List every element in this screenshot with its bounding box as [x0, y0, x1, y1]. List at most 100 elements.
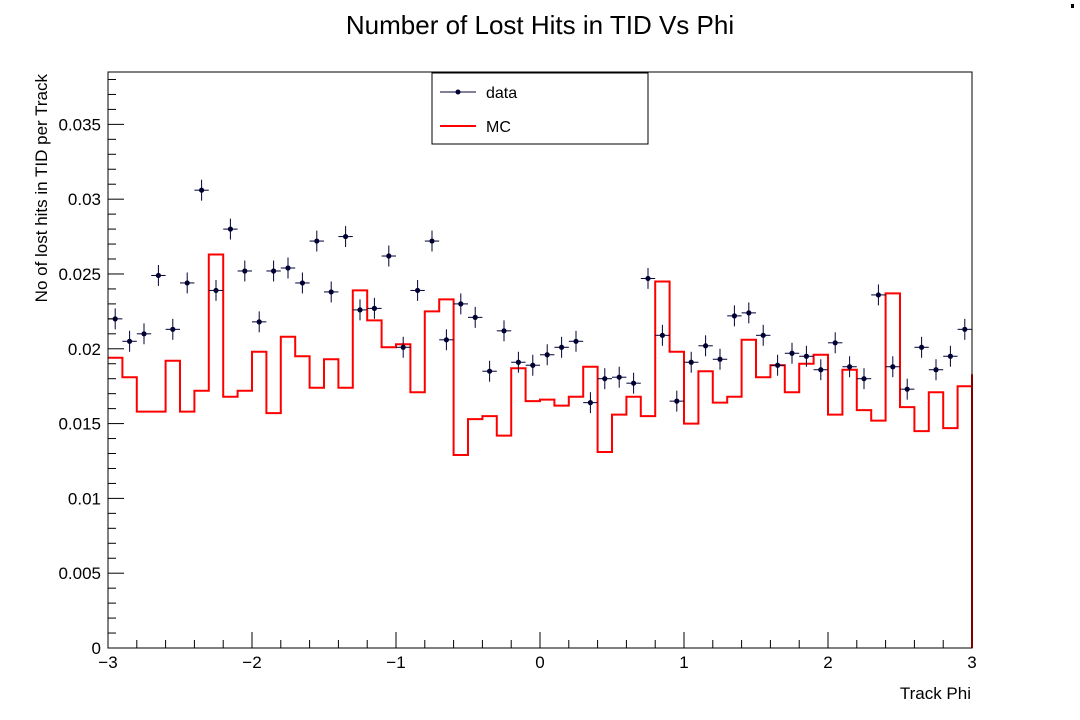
data-marker [587, 400, 594, 406]
data-marker [443, 337, 449, 343]
y-tick-label: 0.02 [68, 340, 101, 359]
data-marker [688, 359, 694, 365]
data-marker [227, 226, 233, 232]
data-marker [573, 338, 579, 344]
data-point [741, 302, 756, 324]
data-marker [343, 233, 349, 240]
data-point [511, 351, 526, 373]
data-point [136, 323, 152, 345]
data-marker [213, 287, 219, 294]
data-point [453, 293, 468, 315]
data-point [237, 260, 252, 282]
y-tick-label: 0.035 [58, 115, 101, 134]
data-point [885, 356, 900, 378]
data-marker [544, 352, 550, 358]
data-point [122, 330, 137, 352]
corner-mark [1071, 4, 1074, 8]
data-marker [170, 326, 176, 332]
data-point [367, 297, 382, 319]
data-marker [919, 344, 925, 350]
data-marker [760, 332, 766, 338]
data-point [640, 267, 656, 289]
data-marker [631, 380, 637, 386]
data-marker [861, 376, 867, 382]
data-point [871, 284, 886, 306]
y-tick-label: 0.025 [58, 265, 101, 284]
data-marker [832, 340, 838, 346]
data-point [784, 342, 800, 364]
data-point [712, 348, 728, 370]
data-marker [271, 268, 277, 274]
data-point [842, 356, 857, 378]
x-tick-label: 2 [823, 653, 832, 672]
data-marker [328, 289, 334, 295]
data-point [381, 245, 396, 267]
data-marker [127, 338, 133, 344]
x-tick-label: 3 [967, 653, 976, 672]
data-marker [904, 386, 910, 392]
legend: data MC [431, 72, 649, 145]
data-point [266, 260, 281, 282]
y-tick-label: 0.03 [68, 190, 101, 209]
legend-mc-label: MC [486, 119, 511, 136]
mc-histogram-line [108, 253, 973, 648]
data-point [669, 390, 684, 412]
data-point [309, 230, 324, 252]
data-point [338, 226, 353, 248]
data-marker [818, 367, 824, 373]
data-point [597, 368, 612, 390]
y-tick-label: 0 [92, 639, 101, 658]
data-marker [400, 344, 406, 350]
data-point [324, 281, 339, 303]
data-marker [616, 374, 622, 380]
data-marker [357, 307, 363, 313]
x-axis: −3 −2 −1 0 1 2 3 [98, 632, 977, 672]
data-point [698, 335, 713, 357]
data-marker [933, 367, 939, 373]
legend-box [431, 72, 649, 145]
data-marker [847, 364, 853, 370]
data-marker [731, 313, 738, 319]
data-marker [775, 362, 781, 368]
data-marker [386, 253, 392, 259]
data-point [554, 336, 569, 358]
data-series [108, 179, 972, 414]
y-axis-label: No of lost hits in TID per Track [32, 74, 51, 303]
data-point [626, 372, 641, 394]
data-point [957, 318, 972, 340]
data-point [856, 368, 872, 390]
data-marker [530, 362, 536, 368]
data-point [410, 279, 425, 301]
data-point [396, 336, 411, 358]
y-tick-label: 0.005 [58, 564, 101, 583]
x-tick-label: −2 [242, 653, 261, 672]
x-tick-label: 0 [535, 653, 544, 672]
data-point [770, 354, 785, 376]
data-point [496, 320, 512, 342]
data-marker [256, 319, 262, 325]
data-point [583, 392, 598, 414]
data-marker [141, 331, 147, 337]
data-point [799, 345, 814, 367]
data-marker [674, 398, 680, 404]
data-point [439, 329, 454, 351]
data-point [655, 324, 670, 346]
data-point [424, 230, 440, 252]
data-marker [472, 314, 478, 320]
data-point [568, 330, 584, 352]
data-point [900, 378, 915, 400]
data-marker [789, 350, 795, 356]
data-marker [299, 280, 305, 286]
data-point [223, 218, 238, 240]
data-point [540, 344, 555, 366]
chart-title: Number of Lost Hits in TID Vs Phi [346, 10, 734, 40]
data-marker [645, 275, 651, 282]
legend-data-label: data [486, 85, 517, 102]
data-point [928, 359, 944, 381]
data-marker [875, 292, 882, 298]
data-marker [890, 364, 896, 370]
x-tick-label: 1 [679, 653, 688, 672]
x-axis-label: Track Phi [900, 684, 971, 703]
y-axis: 0 0.005 0.01 0.015 0.02 0.025 0.03 0.035 [58, 78, 124, 658]
